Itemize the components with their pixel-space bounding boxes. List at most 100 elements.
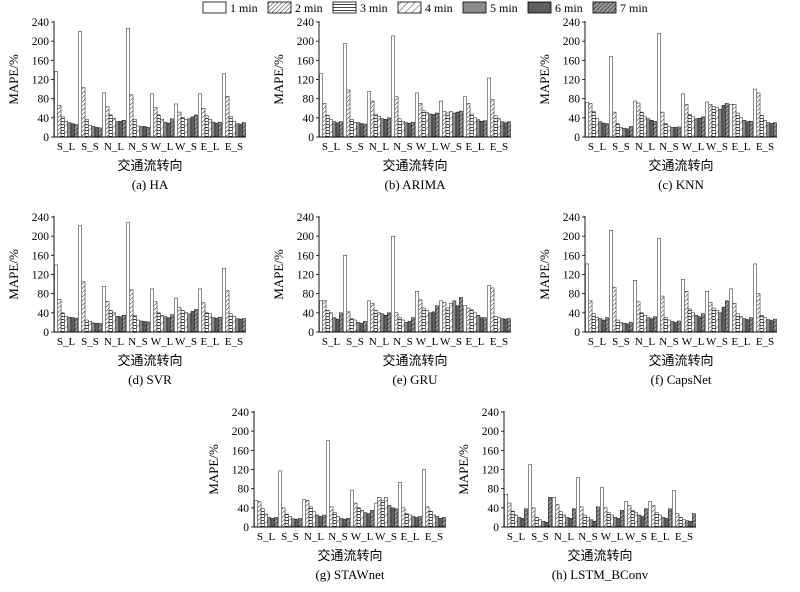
bar xyxy=(576,477,580,528)
bar xyxy=(732,104,737,138)
bar xyxy=(54,264,58,333)
x-tick-label: E_S xyxy=(490,141,508,153)
bar xyxy=(160,119,164,138)
bar xyxy=(91,126,96,138)
y-tick-label: 80 xyxy=(303,289,315,301)
bar xyxy=(64,315,68,333)
bar xyxy=(753,88,757,138)
bar xyxy=(601,319,606,333)
x-tick-label: S_L xyxy=(322,336,341,348)
bar xyxy=(639,312,644,333)
bar xyxy=(115,121,120,138)
bar xyxy=(487,285,491,333)
bar xyxy=(363,512,368,528)
x-tick-label: W_L xyxy=(351,531,374,543)
legend-label: 5 min xyxy=(490,1,518,15)
bar xyxy=(442,517,446,528)
x-tick-label: N_S xyxy=(393,336,413,348)
bar xyxy=(504,494,508,528)
x-tick-label: E_L xyxy=(466,141,485,153)
bar xyxy=(766,319,771,333)
x-tick-label: S_S xyxy=(81,336,99,348)
chart-svg: 0 40 80 120 160 200 240 S_L S_S N_L N_S W_L W_S E_L E_… xyxy=(271,17,511,192)
bar xyxy=(425,112,429,138)
bar xyxy=(84,319,89,333)
bar xyxy=(201,108,206,138)
bar xyxy=(672,490,676,528)
bar xyxy=(612,287,617,333)
bar xyxy=(414,517,419,528)
bar xyxy=(329,119,333,138)
bar xyxy=(640,516,645,528)
chart-panel-knn: 0 40 80 120 160 200 240 S_L S_S N_L N_S W_L W_S E_L E_… xyxy=(533,12,783,202)
bar xyxy=(312,511,316,528)
bar xyxy=(742,318,747,333)
bar xyxy=(598,318,603,333)
x-tick-label: E_L xyxy=(201,336,220,348)
bar xyxy=(616,518,621,528)
chart-caption: (h) LSTM_BConv xyxy=(552,567,649,582)
bar xyxy=(555,504,560,528)
bar xyxy=(288,516,292,528)
y-tick-label: 80 xyxy=(569,289,581,301)
bar xyxy=(691,116,695,138)
bar xyxy=(132,119,137,138)
y-tick-label: 160 xyxy=(232,445,250,457)
x-tick-label: N_S xyxy=(128,336,148,348)
bar xyxy=(483,317,487,333)
bar xyxy=(356,507,361,528)
bar xyxy=(708,302,713,333)
x-tick-label: W_S xyxy=(706,336,728,348)
bar xyxy=(445,112,450,138)
x-tick-label: E_S xyxy=(675,531,693,543)
bar xyxy=(98,127,102,138)
chart-caption: (a) HA xyxy=(132,177,169,192)
bar xyxy=(572,508,576,528)
bar xyxy=(336,516,340,528)
bar xyxy=(610,514,614,528)
bar xyxy=(691,312,695,333)
bar xyxy=(500,318,505,333)
bar xyxy=(146,321,150,333)
bar xyxy=(459,110,463,138)
bar xyxy=(497,118,501,138)
y-tick-label: 200 xyxy=(232,426,250,438)
bar xyxy=(735,112,740,138)
bar xyxy=(605,123,609,138)
bar xyxy=(325,310,330,333)
bar xyxy=(732,303,737,333)
bar xyxy=(629,322,633,333)
chart-caption: (e) GRU xyxy=(392,372,438,387)
bar xyxy=(367,91,371,138)
x-tick-label: S_L xyxy=(507,531,526,543)
bar xyxy=(146,127,150,138)
bar xyxy=(715,107,719,138)
y-tick-label: 160 xyxy=(32,55,50,67)
legend-swatch xyxy=(202,1,227,14)
bar xyxy=(729,288,733,333)
y-tick-label: 40 xyxy=(38,308,50,320)
bar xyxy=(687,114,692,138)
bar xyxy=(94,323,99,333)
bar xyxy=(407,122,412,138)
bar xyxy=(636,102,641,138)
bar xyxy=(466,307,471,333)
bar xyxy=(558,511,563,528)
bar xyxy=(122,315,126,333)
bar xyxy=(335,122,340,138)
bar xyxy=(711,307,716,333)
bar xyxy=(507,121,511,138)
x-tick-label: N_L xyxy=(369,141,389,153)
bar xyxy=(112,118,116,138)
y-tick-label: 80 xyxy=(569,94,581,106)
bar xyxy=(582,514,587,528)
bar xyxy=(452,112,457,138)
bar xyxy=(126,222,130,333)
bar xyxy=(214,317,219,333)
y-tick-label: 40 xyxy=(303,113,315,125)
bar xyxy=(653,120,657,138)
bar xyxy=(431,114,436,138)
bar xyxy=(319,300,323,333)
x-tick-label: E_S xyxy=(490,336,508,348)
x-tick-label: N_S xyxy=(659,336,679,348)
